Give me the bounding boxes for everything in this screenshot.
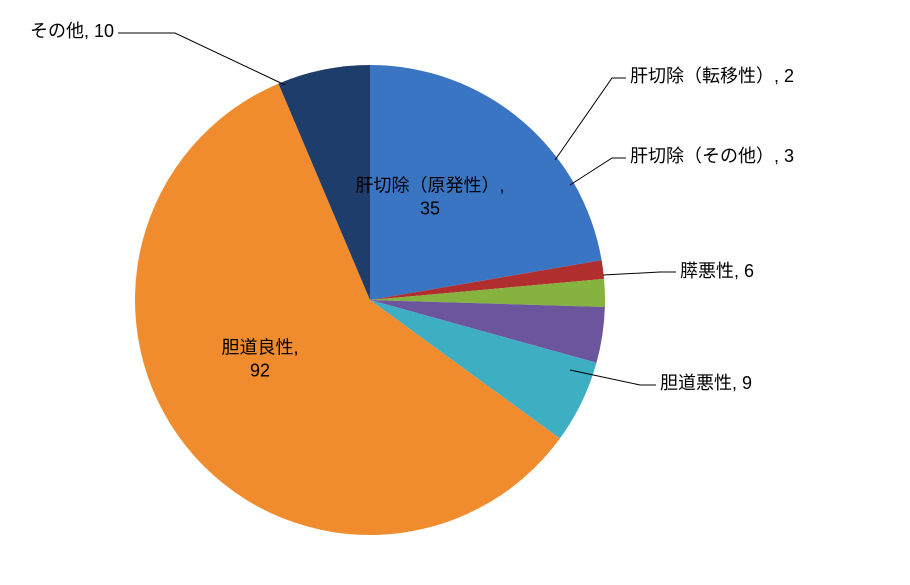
- leader-line: [603, 272, 676, 275]
- pie-chart: 肝切除（原発性）, 35 肝切除（転移性）, 2 肝切除（その他）, 3 膵悪性, 6…: [0, 0, 910, 585]
- leader-line: [555, 78, 626, 160]
- slice-label-internal: 胆道良性, 92: [221, 337, 298, 384]
- leader-line: [118, 33, 285, 85]
- slice-label-external: 胆道悪性, 9: [660, 372, 752, 395]
- slice-label-external: 肝切除（転移性）, 2: [630, 65, 794, 88]
- slice-label-external: 肝切除（その他）, 3: [630, 145, 794, 168]
- slice-label-external: 膵悪性, 6: [680, 260, 754, 283]
- leader-line: [570, 158, 626, 185]
- slice-label-external: その他, 10: [30, 20, 114, 43]
- slice-label-internal: 肝切除（原発性）, 35: [355, 175, 504, 222]
